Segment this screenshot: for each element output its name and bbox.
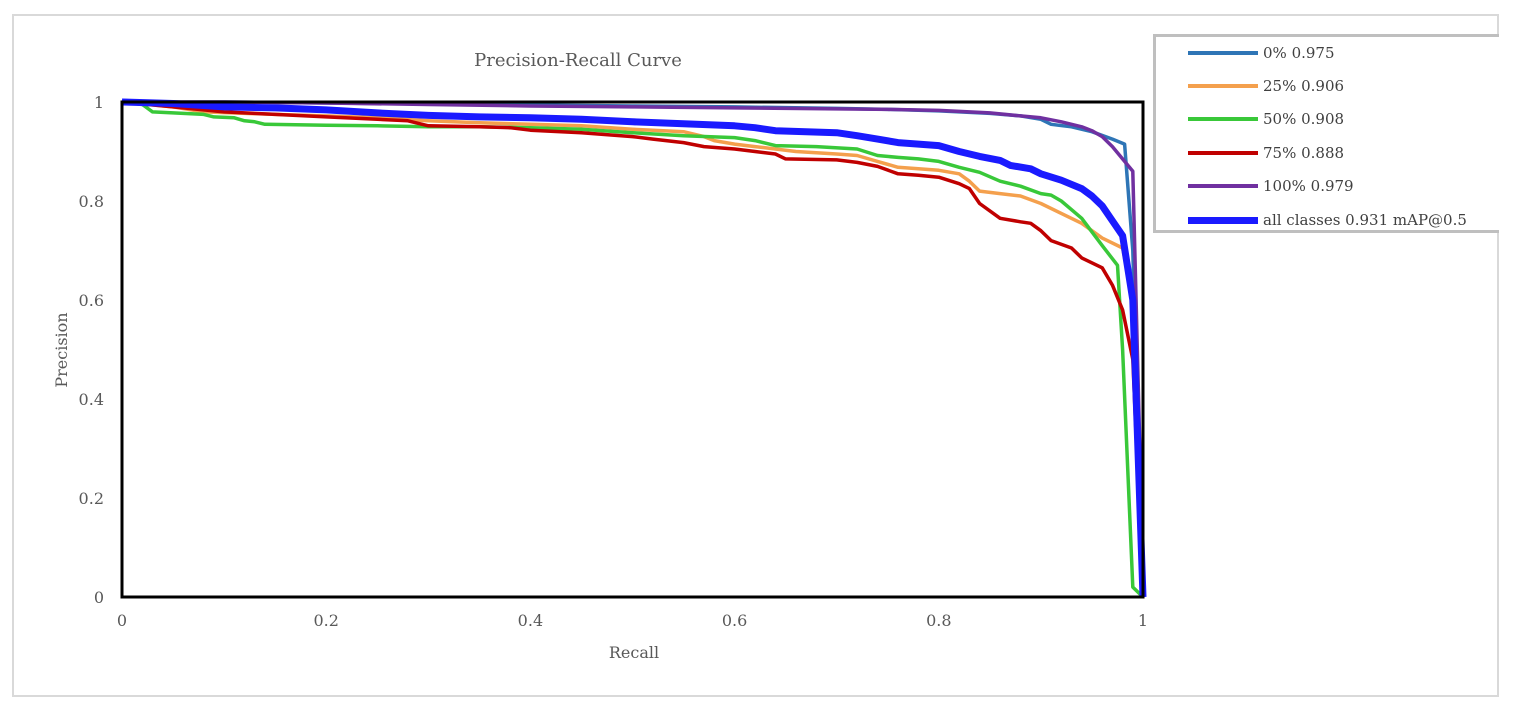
legend-item: 100% 0.979 bbox=[1188, 174, 1354, 198]
legend-swatch bbox=[1188, 216, 1258, 224]
chart-title: Precision-Recall Curve bbox=[474, 50, 682, 71]
series-line-1 bbox=[121, 100, 1145, 598]
y-tick-label: 0.6 bbox=[79, 291, 104, 310]
x-axis-label: Recall bbox=[609, 643, 659, 662]
legend-swatch bbox=[1188, 84, 1258, 88]
legend-item: 25% 0.906 bbox=[1188, 74, 1344, 98]
legend-swatch bbox=[1188, 51, 1258, 55]
x-tick-label: 0.6 bbox=[722, 611, 747, 630]
chart-frame bbox=[12, 14, 1499, 697]
legend-label: 75% 0.888 bbox=[1263, 144, 1345, 162]
series-line-4 bbox=[122, 100, 1145, 573]
legend-label: 25% 0.906 bbox=[1263, 77, 1345, 95]
plot-area-border bbox=[120, 100, 1145, 599]
legend-item: all classes 0.931 mAP@0.5 bbox=[1188, 208, 1467, 232]
series-line-5 bbox=[121, 98, 1147, 598]
legend-item: 0% 0.975 bbox=[1188, 41, 1335, 65]
x-tick-label: 0.8 bbox=[926, 611, 951, 630]
x-tick-label: 1 bbox=[1138, 611, 1148, 630]
legend: 0% 0.975 25% 0.906 50% 0.908 75% 0.888 100% … bbox=[1153, 34, 1499, 233]
legend-label: 0% 0.975 bbox=[1263, 44, 1335, 62]
legend-label: 50% 0.908 bbox=[1263, 110, 1345, 128]
legend-swatch bbox=[1188, 184, 1258, 188]
legend-label: all classes 0.931 mAP@0.5 bbox=[1263, 211, 1467, 229]
x-tick-label: 0 bbox=[117, 611, 127, 630]
y-tick-label: 0.4 bbox=[79, 390, 104, 409]
y-tick-label: 1 bbox=[94, 93, 104, 112]
legend-swatch bbox=[1188, 151, 1258, 155]
y-tick-label: 0.2 bbox=[79, 489, 104, 508]
y-axis-label: Precision bbox=[52, 312, 71, 387]
x-tick-label: 0.2 bbox=[313, 611, 338, 630]
legend-label: 100% 0.979 bbox=[1263, 177, 1354, 195]
series-line-2 bbox=[121, 100, 1145, 599]
y-tick-label: 0.8 bbox=[79, 192, 104, 211]
x-tick-label: 0.4 bbox=[518, 611, 543, 630]
legend-swatch bbox=[1188, 117, 1258, 121]
y-tick-label: 0 bbox=[94, 588, 104, 607]
legend-item: 75% 0.888 bbox=[1188, 141, 1344, 165]
legend-item: 50% 0.908 bbox=[1188, 107, 1344, 131]
series-line-3 bbox=[121, 100, 1145, 598]
